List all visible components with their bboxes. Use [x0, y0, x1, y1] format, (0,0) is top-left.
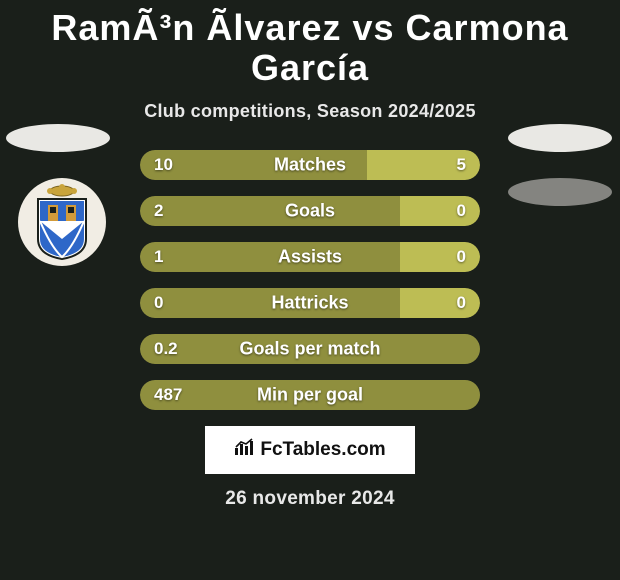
bar-right [400, 196, 480, 226]
brand-text: FcTables.com [260, 439, 385, 461]
bar-track: 10 5 Matches [140, 150, 480, 180]
value-left: 0.2 [154, 339, 178, 359]
page-title: RamÃ³n Ãlvarez vs Carmona García [0, 0, 620, 87]
bar-left [140, 288, 400, 318]
player-right-oval-1 [508, 124, 612, 152]
value-left: 1 [154, 247, 163, 267]
bar-track: 487 Min per goal [140, 380, 480, 410]
value-left: 0 [154, 293, 163, 313]
value-left: 10 [154, 155, 173, 175]
brand-badge: FcTables.com [205, 426, 415, 474]
stat-row: 487 Min per goal [0, 380, 620, 410]
stat-label: Min per goal [257, 385, 363, 406]
value-left: 2 [154, 201, 163, 221]
stat-label: Hattricks [271, 293, 348, 314]
bar-right [400, 242, 480, 272]
stat-label: Assists [278, 247, 342, 268]
comparison-chart: 105Matches20Goals10Assists00Hattricks0.2… [0, 150, 620, 410]
stat-row: 2 0 Goals [0, 196, 620, 226]
stat-row: 0 0 Hattricks [0, 288, 620, 318]
value-right: 0 [457, 293, 466, 313]
value-right: 0 [457, 247, 466, 267]
stat-label: Goals [285, 201, 335, 222]
value-right: 0 [457, 201, 466, 221]
bar-left [140, 196, 400, 226]
stat-row: 10 5 Matches [0, 150, 620, 180]
brand-chart-icon [234, 438, 256, 462]
stat-row: 1 0 Assists [0, 242, 620, 272]
stat-label: Goals per match [239, 339, 380, 360]
value-right: 5 [457, 155, 466, 175]
bar-track: 0 0 Hattricks [140, 288, 480, 318]
subtitle: Club competitions, Season 2024/2025 [0, 101, 620, 122]
bar-track: 2 0 Goals [140, 196, 480, 226]
bar-left [140, 242, 400, 272]
bar-track: 0.2 Goals per match [140, 334, 480, 364]
value-left: 487 [154, 385, 182, 405]
player-left-oval-1 [6, 124, 110, 152]
date-label: 26 november 2024 [0, 488, 620, 510]
bar-right [400, 288, 480, 318]
bar-track: 1 0 Assists [140, 242, 480, 272]
stat-row: 0.2 Goals per match [0, 334, 620, 364]
stat-label: Matches [274, 155, 346, 176]
